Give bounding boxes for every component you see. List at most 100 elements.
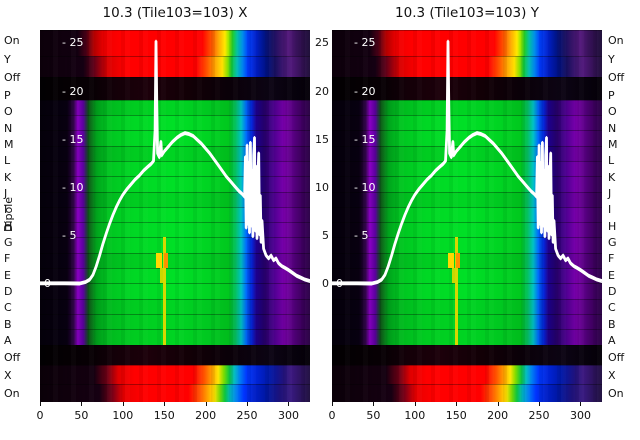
y-tick-label-inside: - 15	[62, 132, 84, 146]
heatmap-row-l	[40, 160, 310, 177]
y-tick-label-outer: 25	[315, 36, 329, 50]
heatmap-row-on	[332, 384, 602, 402]
x-axis-right: 0 50 100 150 200 250 300	[328, 402, 602, 430]
y-tick-label-outer: 20	[315, 84, 329, 98]
heatmap-rows	[332, 30, 602, 402]
row-label: B	[608, 317, 616, 331]
heatmap-row-c	[332, 298, 602, 315]
heatmap-marker	[452, 268, 456, 284]
x-tick	[247, 402, 249, 406]
heatmap-row-c	[40, 298, 310, 315]
x-tick-label: 250	[528, 409, 550, 422]
y-tick-label-inside: - 5	[62, 229, 77, 243]
row-label: X	[608, 369, 616, 383]
profile-line	[40, 39, 310, 286]
heatmap-row-off	[332, 344, 602, 366]
row-label: X	[4, 369, 12, 383]
row-label: K	[608, 170, 616, 184]
row-label: M	[4, 138, 14, 152]
y-tick-label-inside: - 20	[62, 84, 84, 98]
heatmap-marker	[454, 237, 458, 345]
row-labels-right: On Y Off P O N M L K J I H G F E D C B A Off X On	[608, 30, 640, 402]
y-tick-label-inside: 0	[336, 277, 343, 291]
row-label: On	[4, 33, 20, 47]
heatmap-row-x	[40, 365, 310, 385]
x-tick-label: 200	[195, 409, 217, 422]
x-tick-label: 150	[445, 409, 467, 422]
heatmap-row-off	[40, 344, 310, 366]
row-label: G	[608, 236, 617, 250]
x-tick-label: 250	[236, 409, 258, 422]
heatmap-row-f	[40, 252, 310, 269]
heatmap-row-on	[40, 384, 310, 402]
row-label: I	[608, 203, 612, 217]
heatmap-row-g	[40, 237, 310, 253]
row-label: O	[4, 105, 13, 119]
row-label: H	[4, 219, 13, 233]
x-tick-label: 0	[36, 409, 44, 422]
row-label: C	[608, 301, 616, 315]
x-tick-label: 300	[277, 409, 299, 422]
x-tick	[456, 402, 458, 406]
row-label: On	[608, 33, 624, 47]
y-tick-label-inside: - 15	[354, 132, 376, 146]
x-tick	[580, 402, 582, 406]
x-tick	[205, 402, 207, 406]
x-tick	[40, 402, 41, 406]
heatmap-row-on	[332, 30, 602, 57]
x-tick-label: 50	[366, 409, 381, 422]
row-label: Y	[4, 52, 11, 66]
row-label: E	[4, 268, 11, 282]
heatmap-row-g	[332, 237, 602, 253]
row-label: On	[4, 386, 20, 400]
x-tick-label: 100	[404, 409, 426, 422]
row-label: Off	[4, 71, 21, 85]
y-tick-label-inside: - 10	[62, 181, 84, 195]
heatmap-marker	[455, 252, 460, 269]
row-label: B	[4, 317, 12, 331]
row-label: Off	[608, 71, 625, 85]
heatmap-row-p	[332, 99, 602, 115]
heatmap-marker	[448, 252, 455, 269]
row-label: H	[608, 219, 617, 233]
x-tick	[122, 402, 124, 406]
heatmap-row-i	[332, 206, 602, 223]
heatmap-row-y	[332, 56, 602, 77]
heatmap-row-l	[332, 160, 602, 177]
x-tick	[373, 402, 375, 406]
row-label: F	[608, 252, 615, 266]
y-tick-label-outer: 15	[315, 132, 329, 146]
row-label: N	[4, 121, 13, 135]
y-tick-label-inside: - 25	[354, 36, 376, 50]
y-tick-label-outer: 5	[322, 229, 329, 243]
row-label: O	[608, 105, 617, 119]
heatmap-row-off	[40, 76, 310, 100]
row-label: A	[608, 334, 616, 348]
heatmap-row-b	[40, 314, 310, 330]
heatmap-plot-x: - 25 - 20 - 15 - 10 - 5 0	[40, 30, 310, 402]
plot-y-title: 10.3 (Tile103=103) Y	[395, 5, 539, 21]
row-label: C	[4, 301, 12, 315]
heatmap-row-d	[332, 283, 602, 299]
heatmap-row-off	[332, 76, 602, 100]
profile-line	[332, 39, 602, 286]
y-tick-label-inside: - 10	[354, 181, 376, 195]
row-label: M	[608, 138, 618, 152]
heatmap-marker	[160, 268, 164, 284]
row-label: N	[608, 121, 617, 135]
x-tick-label: 0	[328, 409, 336, 422]
row-label: I	[4, 203, 8, 217]
heatmap-row-f	[332, 252, 602, 269]
heatmap-marker	[163, 252, 168, 269]
row-label: F	[4, 252, 11, 266]
heatmap-marker	[156, 252, 163, 269]
row-label: Y	[608, 52, 615, 66]
y-tick-label-inside: - 20	[354, 84, 376, 98]
heatmap-row-i	[40, 206, 310, 223]
heatmap-marker	[162, 237, 166, 345]
heatmap-row-e	[332, 268, 602, 284]
x-tick-label: 50	[74, 409, 89, 422]
row-label: J	[608, 187, 612, 201]
heatmap-row-e	[40, 268, 310, 284]
